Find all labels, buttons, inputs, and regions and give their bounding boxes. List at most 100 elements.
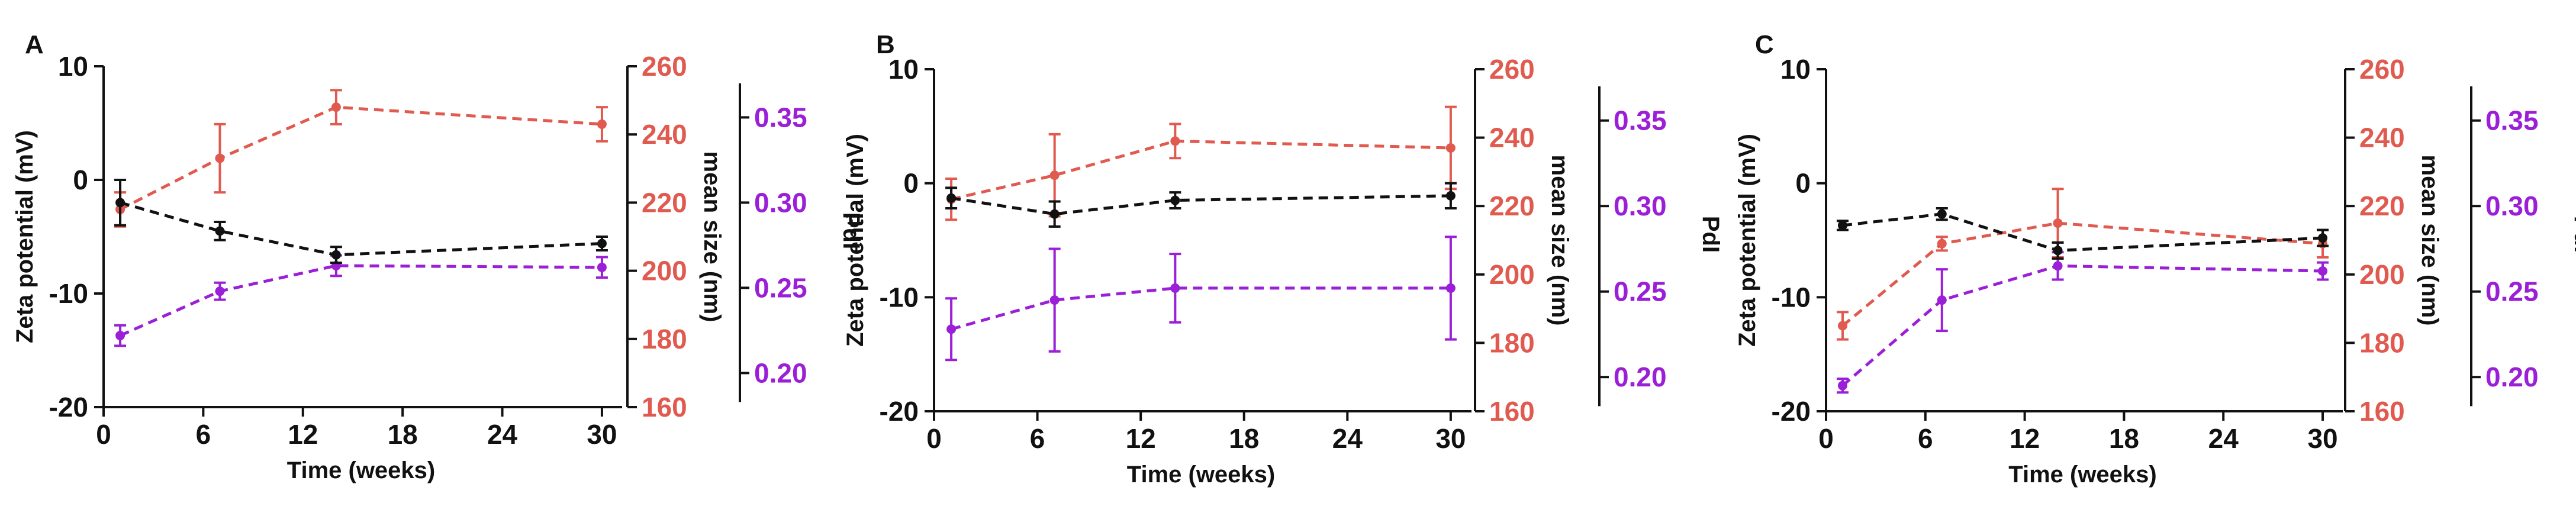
size-tick-label: 220 (2359, 191, 2405, 221)
data-point-pdi (1937, 295, 1947, 305)
pdi-tick-label: 0.30 (754, 187, 807, 218)
zeta-tick-label: 0 (73, 165, 88, 195)
zeta-tick-label: 0 (903, 168, 919, 199)
x-tick-label: 6 (196, 419, 211, 450)
data-point-size (1937, 238, 1947, 249)
pdi-tick-label: 0.30 (1614, 191, 1667, 221)
data-point-size (1837, 321, 1847, 331)
data-point-zeta (115, 198, 125, 208)
data-point-pdi (115, 331, 125, 341)
panel-A: A 10 0 -10 -20 Zeta potential (mV) 0 6 12 18 24 30 T… (12, 30, 864, 483)
data-point-pdi (1445, 283, 1456, 293)
size-tick-label: 220 (642, 187, 687, 218)
zeta-tick-label: -20 (49, 392, 88, 423)
pdi-axis-label: PdI (2569, 216, 2576, 253)
pdi-tick-label: 0.20 (1614, 362, 1667, 392)
data-point-pdi (1049, 295, 1060, 305)
size-tick-label: 180 (1489, 327, 1535, 358)
x-tick-label: 24 (487, 419, 518, 450)
data-point-pdi (215, 286, 225, 296)
data-point-size (2053, 218, 2063, 228)
series-pdi (945, 236, 1457, 362)
size-tick-label: 160 (1489, 396, 1535, 427)
data-point-zeta (2053, 246, 2063, 256)
series-line-pdi (951, 286, 1451, 331)
zeta-tick-label: -20 (880, 396, 919, 427)
x-tick-label: 18 (388, 419, 418, 450)
size-axis-label: mean size (nm) (2417, 155, 2443, 326)
zeta-tick-label: -10 (880, 282, 919, 312)
size-tick-label: 260 (1489, 54, 1535, 85)
size-tick-label: 160 (642, 392, 687, 423)
data-point-zeta (1837, 220, 1847, 230)
series-pdi (114, 254, 608, 347)
pdi-tick-label: 0.20 (754, 357, 807, 388)
data-point-size (215, 153, 225, 163)
size-tick-label: 240 (642, 119, 687, 150)
pdi-axis-label: PdI (1698, 216, 1724, 253)
series-line-size (951, 139, 1451, 201)
series-zeta (114, 179, 608, 265)
x-tick-label: 0 (1818, 423, 1834, 454)
x-tick-label: 18 (1229, 423, 1259, 454)
panel-label: C (1755, 30, 1774, 59)
series-line-size (119, 105, 603, 211)
data-point-size (331, 102, 341, 112)
data-point-pdi (1837, 380, 1847, 391)
data-point-zeta (1049, 209, 1060, 219)
pdi-axis-label: PdI (838, 212, 864, 249)
series-line-zeta (1842, 212, 2323, 252)
size-tick-label: 220 (1489, 191, 1535, 221)
data-point-pdi (2318, 266, 2328, 276)
x-tick-label: 0 (926, 423, 942, 454)
x-tick-label: 6 (1030, 423, 1045, 454)
series-line-pdi (1841, 264, 2323, 387)
pdi-tick-label: 0.20 (2485, 362, 2539, 392)
data-point-size (1049, 170, 1060, 180)
pdi-tick-label: 0.35 (754, 102, 807, 133)
zeta-tick-label: 10 (888, 54, 919, 85)
data-point-pdi (946, 324, 957, 334)
size-axis-label: mean size (nm) (1547, 155, 1573, 326)
data-point-pdi (597, 262, 607, 272)
data-point-zeta (331, 250, 341, 260)
data-point-pdi (1170, 283, 1180, 293)
pdi-tick-label: 0.25 (754, 272, 807, 303)
x-tick-label: 30 (587, 419, 617, 450)
zeta-tick-label: 10 (1780, 54, 1811, 85)
series-zeta (1836, 207, 2329, 260)
x-tick-label: 18 (2109, 423, 2139, 454)
size-tick-label: 240 (2359, 122, 2405, 153)
size-tick-label: 200 (2359, 259, 2405, 290)
data-point-zeta (1937, 209, 1947, 219)
x-tick-label: 12 (1126, 423, 1156, 454)
series-zeta (945, 182, 1457, 228)
zeta-axis-label: Zeta potential (mV) (842, 134, 868, 347)
data-point-size (1170, 136, 1180, 146)
data-point-zeta (1445, 191, 1456, 201)
panel-B: B10 0 -10 -20 Zeta potential (mV) 0 6 12 18 24 30 T… (842, 30, 1724, 488)
x-axis-label: Time (weeks) (2008, 462, 2157, 488)
data-point-zeta (946, 193, 957, 203)
pdi-tick-label: 0.25 (1614, 276, 1667, 307)
data-point-zeta (215, 226, 225, 236)
x-tick-label: 12 (2010, 423, 2040, 454)
series-size (114, 89, 608, 228)
panel-label: A (25, 30, 44, 59)
series-line-size (1841, 221, 2323, 327)
series-line-zeta (951, 194, 1451, 216)
size-tick-label: 160 (2359, 396, 2405, 427)
series-size (1836, 188, 2329, 341)
zeta-tick-label: -10 (1772, 282, 1811, 312)
x-tick-label: 6 (1918, 423, 1933, 454)
panel-label: B (876, 30, 895, 59)
x-tick-label: 0 (96, 419, 111, 450)
x-axis-label: Time (weeks) (1127, 462, 1276, 488)
pdi-tick-label: 0.25 (2485, 276, 2539, 307)
series-pdi (1836, 251, 2329, 394)
size-tick-label: 200 (642, 256, 687, 286)
size-tick-label: 260 (2359, 54, 2405, 85)
series-line-pdi (120, 264, 602, 337)
zeta-axis-label: Zeta potential (mV) (12, 130, 38, 343)
